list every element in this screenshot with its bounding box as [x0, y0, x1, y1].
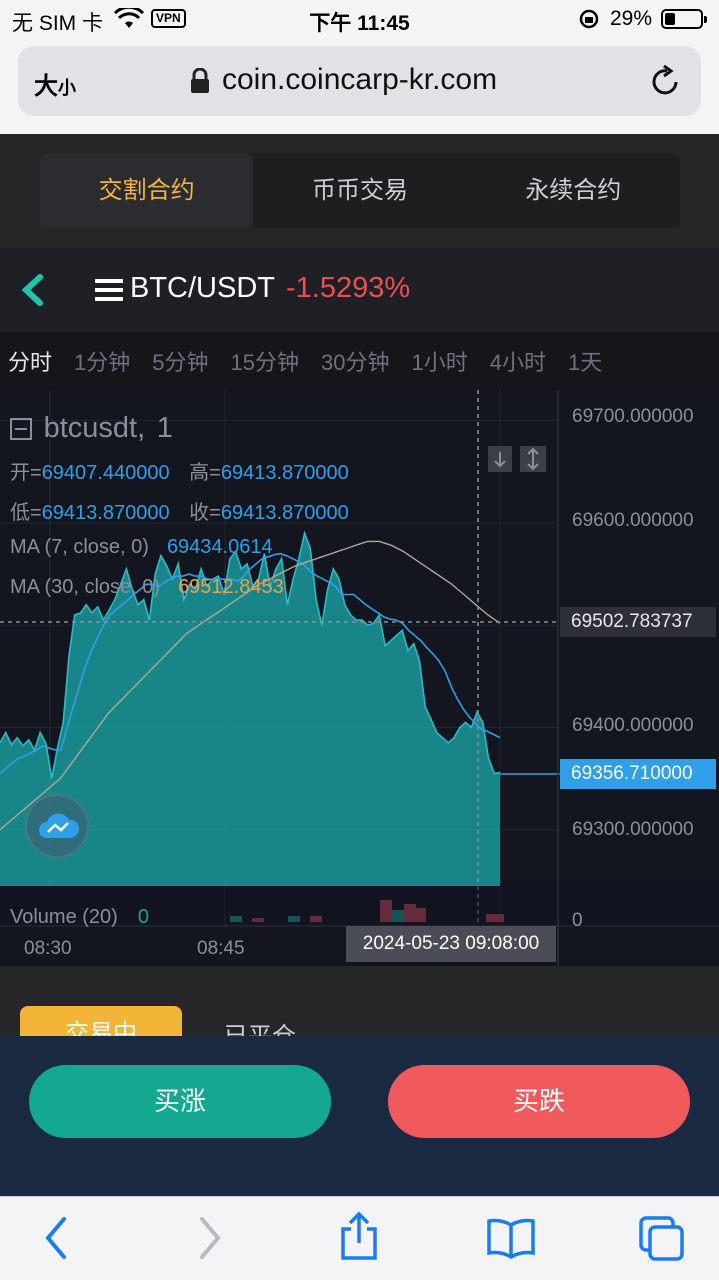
address-bar[interactable]: 大小 coin.coincarp-kr.com — [18, 46, 701, 116]
volume-zero-tick: 0 — [572, 910, 583, 931]
ohlc-row-1: 开=69407.440000 高=69413.870000 — [10, 462, 349, 484]
forward-icon[interactable] — [196, 1215, 224, 1266]
interval-15m[interactable]: 15分钟 — [230, 350, 299, 375]
pair-name[interactable]: BTC/USDT — [130, 272, 275, 304]
browser-toolbar — [0, 1196, 719, 1280]
chart-buttons — [488, 446, 546, 472]
tabs-icon[interactable] — [638, 1215, 686, 1266]
contract-type-tabs: 交割合约 币币交易 永续合约 — [40, 154, 680, 228]
buy-down-button[interactable]: 买跌 — [388, 1065, 690, 1138]
ma30-value: 69512.8453 — [178, 576, 284, 598]
ma7-line — [0, 552, 501, 775]
ma30-line — [0, 540, 501, 831]
battery-percent: 29% — [610, 7, 653, 30]
status-bar: 无 SIM 卡 VPN 下午 11:45 29% — [0, 0, 719, 40]
url-text[interactable]: coin.coincarp-kr.com — [222, 63, 498, 96]
ma7-value: 69434.0614 — [166, 536, 273, 558]
ohlc-row-2: 低=69413.870000 收=69413.870000 — [10, 502, 349, 524]
page-content: 交割合约 币币交易 永续合约 BTC/USDT -1.5293% 分时 1分钟 … — [0, 134, 719, 1036]
back-icon[interactable] — [42, 1215, 70, 1266]
menu-icon[interactable] — [95, 278, 123, 307]
chart-symbol: btcusdt — [43, 412, 138, 444]
close-value: 69413.870000 — [220, 502, 349, 524]
low-value: 69413.870000 — [41, 502, 170, 524]
buy-up-button[interactable]: 买涨 — [29, 1065, 331, 1138]
clock: 下午 11:45 — [309, 12, 410, 35]
crosshair-price-label: 69502.783737 — [560, 607, 716, 637]
chart-resolution: 1 — [156, 412, 173, 444]
volume-value: 0 — [137, 906, 149, 928]
order-tabs: 交易中 已平仓 — [0, 966, 719, 1036]
carrier-label: 无 SIM 卡 — [12, 12, 104, 35]
volume-legend: Volume (20) 0 — [10, 906, 149, 928]
ma7-legend: MA (7, close, 0) 69434.0614 — [10, 536, 273, 558]
vpn-badge: VPN — [151, 9, 186, 28]
wifi-icon — [113, 5, 145, 36]
text-size-button[interactable]: 大小 — [34, 73, 76, 100]
interval-30m[interactable]: 30分钟 — [321, 350, 390, 375]
chart-style-button[interactable] — [25, 794, 89, 858]
crosshair-time-label: 2024-05-23 09:08:00 — [346, 926, 556, 962]
share-icon[interactable] — [338, 1211, 380, 1266]
reload-icon[interactable] — [650, 64, 682, 103]
tab-delivery-contract[interactable]: 交割合约 — [40, 154, 254, 228]
battery-icon — [661, 9, 707, 29]
chart-legend: btcusdt, 1 — [10, 412, 173, 445]
interval-1h[interactable]: 1小时 — [411, 350, 468, 375]
interval-selector: 分时 1分钟 5分钟 15分钟 30分钟 1小时 4小时 1天 — [0, 332, 719, 390]
tab-in-trade[interactable]: 交易中 — [20, 1006, 182, 1036]
high-value: 69413.870000 — [220, 462, 349, 484]
chart-canvas[interactable] — [0, 390, 719, 966]
bookmarks-icon[interactable] — [486, 1217, 536, 1264]
ma30-legend: MA (30, close, 0) 69512.8453 — [10, 576, 284, 598]
open-value: 69407.440000 — [41, 462, 170, 484]
interval-1d[interactable]: 1天 — [567, 350, 603, 375]
cloud-chart-icon — [39, 813, 80, 838]
interval-tick[interactable]: 分时 — [8, 350, 53, 375]
browser-top-bar: 无 SIM 卡 VPN 下午 11:45 29% 大小 coin.coincar… — [0, 0, 719, 134]
last-price-label: 69356.710000 — [560, 759, 716, 789]
tab-spot-trading[interactable]: 币币交易 — [311, 177, 408, 204]
price-chart[interactable]: btcusdt, 1 开=69407.440000 高=69413.870000… — [0, 390, 719, 966]
tab-closed[interactable]: 已平仓 — [224, 1016, 296, 1036]
interval-4h[interactable]: 4小时 — [489, 350, 546, 375]
collapse-legend-icon[interactable] — [10, 418, 32, 440]
back-chevron-icon[interactable] — [20, 274, 46, 311]
y-tick: 69300.000000 — [572, 819, 694, 840]
price-line — [0, 530, 501, 779]
rotation-lock-icon — [578, 8, 600, 36]
y-tick: 69600.000000 — [572, 510, 694, 531]
interval-1m[interactable]: 1分钟 — [74, 350, 131, 375]
pair-change: -1.5293% — [286, 272, 411, 304]
y-tick: 69700.000000 — [572, 406, 694, 427]
lock-icon — [190, 67, 210, 99]
tab-perpetual-contract[interactable]: 永续合约 — [525, 177, 622, 204]
x-tick: 08:30 — [24, 938, 72, 959]
trade-action-bar: 买涨 买跌 — [0, 1036, 719, 1196]
pair-header: BTC/USDT -1.5293% — [0, 248, 719, 332]
y-tick: 69400.000000 — [572, 715, 694, 736]
x-tick: 08:45 — [197, 938, 245, 959]
interval-5m[interactable]: 5分钟 — [152, 350, 209, 375]
